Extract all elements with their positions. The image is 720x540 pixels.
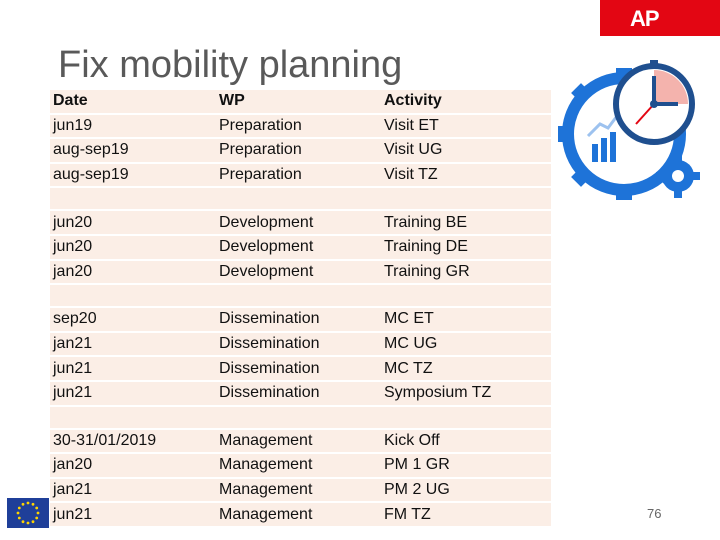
- wp-cell: Preparation: [216, 114, 381, 138]
- activity-cell: PM 2 UG: [381, 478, 551, 502]
- wp-cell: Management: [216, 503, 381, 526]
- table-row: jan20 Management PM 1 GR: [50, 454, 551, 477]
- wp-cell: Management: [216, 478, 381, 502]
- wp-cell: Development: [216, 260, 381, 284]
- date-cell: 30-31/01/2019: [50, 429, 216, 453]
- date-cell: aug-sep19: [50, 163, 216, 187]
- table-row: sep20 Dissemination MC ET: [50, 308, 551, 331]
- activity-cell: Kick Off: [381, 429, 551, 453]
- table-row: jun21 Dissemination MC TZ: [50, 357, 551, 380]
- date-cell: jan20: [50, 454, 216, 477]
- table-row: jun21 Dissemination Symposium TZ: [50, 381, 551, 405]
- clock-icon: [613, 60, 695, 145]
- table-row: 30-31/01/2019 Management Kick Off: [50, 429, 551, 453]
- bar-chart-icon: [586, 111, 622, 162]
- header-date: Date: [50, 90, 216, 113]
- date-cell: jan21: [50, 478, 216, 502]
- activity-cell: Training DE: [381, 235, 551, 259]
- mobility-table: Date WP Activity jun19 Preparation Visit E…: [50, 88, 551, 528]
- activity-cell: PM 1 GR: [381, 454, 551, 477]
- table-header-row: Date WP Activity: [50, 90, 551, 113]
- wp-cell: Management: [216, 429, 381, 453]
- table-row: jun20 Development Training BE: [50, 211, 551, 234]
- activity-cell: FM TZ: [381, 503, 551, 526]
- activity-cell: Symposium TZ: [381, 381, 551, 405]
- header-activity: Activity: [381, 90, 551, 113]
- table-row: jan20 Development Training GR: [50, 260, 551, 284]
- header-wp: WP: [216, 90, 381, 113]
- date-cell: aug-sep19: [50, 139, 216, 162]
- date-cell: jun19: [50, 114, 216, 138]
- page-number: 76: [647, 506, 662, 521]
- activity-cell: MC ET: [381, 308, 551, 331]
- planning-illustration: [558, 60, 700, 200]
- activity-cell: Visit ET: [381, 114, 551, 138]
- activity-cell: MC UG: [381, 332, 551, 356]
- small-gear-icon: [656, 154, 700, 198]
- table-row: jun19 Preparation Visit ET: [50, 114, 551, 138]
- wp-cell: Dissemination: [216, 357, 381, 380]
- date-cell: jun21: [50, 357, 216, 380]
- wp-cell: Development: [216, 211, 381, 234]
- wp-cell: Dissemination: [216, 332, 381, 356]
- wp-cell: Preparation: [216, 163, 381, 187]
- brand-bar: [600, 0, 720, 36]
- wp-cell: Dissemination: [216, 381, 381, 405]
- date-cell: jun20: [50, 211, 216, 234]
- wp-cell: Development: [216, 235, 381, 259]
- table-row: jan21 Dissemination MC UG: [50, 332, 551, 356]
- date-cell: jan21: [50, 332, 216, 356]
- wp-cell: Dissemination: [216, 308, 381, 331]
- eu-flag: [7, 498, 49, 528]
- table-row: jan21 Management PM 2 UG: [50, 478, 551, 502]
- table-row: aug-sep19 Preparation Visit UG: [50, 139, 551, 162]
- wp-cell: Preparation: [216, 139, 381, 162]
- date-cell: jun21: [50, 381, 216, 405]
- date-cell: jun20: [50, 235, 216, 259]
- spacer-row: [50, 188, 551, 210]
- spacer-row: [50, 406, 551, 428]
- table-row: jun20 Development Training DE: [50, 235, 551, 259]
- ap-logo: AP: [630, 6, 660, 31]
- spacer-row: [50, 285, 551, 307]
- wp-cell: Management: [216, 454, 381, 477]
- activity-cell: MC TZ: [381, 357, 551, 380]
- activity-cell: Training BE: [381, 211, 551, 234]
- date-cell: sep20: [50, 308, 216, 331]
- table-row: jun21 Management FM TZ: [50, 503, 551, 526]
- page-title: Fix mobility planning: [58, 44, 403, 86]
- date-cell: jun21: [50, 503, 216, 526]
- table-row: aug-sep19 Preparation Visit TZ: [50, 163, 551, 187]
- date-cell: jan20: [50, 260, 216, 284]
- eu-stars-icon: [16, 501, 40, 525]
- activity-cell: Visit UG: [381, 139, 551, 162]
- activity-cell: Training GR: [381, 260, 551, 284]
- activity-cell: Visit TZ: [381, 163, 551, 187]
